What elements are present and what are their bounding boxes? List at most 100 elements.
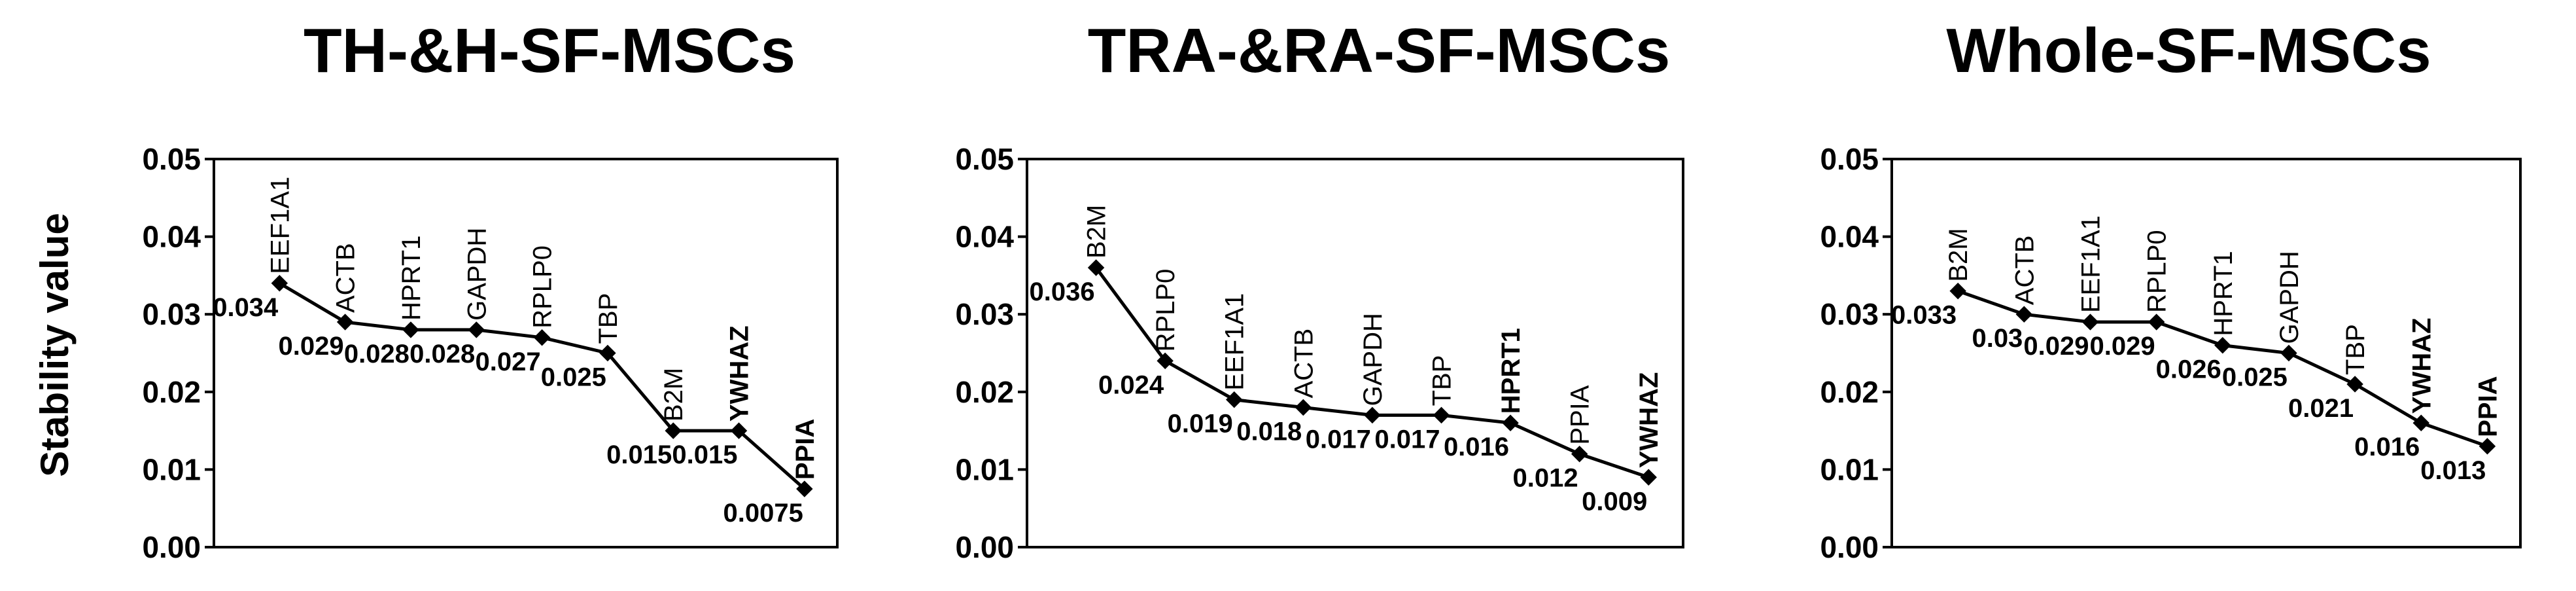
value-label: 0.026 [2156, 355, 2221, 384]
value-label: 0.028 [409, 340, 475, 368]
value-label: 0.034 [213, 293, 279, 322]
category-label: YWHAZ [2407, 318, 2436, 414]
value-label: 0.019 [1168, 410, 1233, 439]
y-tick-label: 0.05 [142, 142, 201, 176]
chart-title: TRA-&RA-SF-MSCs [1088, 16, 1671, 86]
data-point [2081, 313, 2099, 331]
value-label: 0.0075 [723, 499, 803, 528]
value-label: 0.033 [1891, 301, 1957, 330]
y-tick-label: 0.01 [142, 452, 201, 486]
value-label: 0.029 [2090, 332, 2155, 361]
data-point [2412, 414, 2429, 431]
y-tick-label: 0.01 [955, 452, 1014, 486]
y-tick-label: 0.01 [1820, 452, 1879, 486]
category-label: RPLP0 [1151, 269, 1180, 352]
value-label: 0.017 [1374, 425, 1440, 454]
value-label: 0.013 [2420, 456, 2486, 485]
category-label: B2M [1083, 205, 1111, 259]
value-label: 0.028 [344, 340, 409, 368]
value-label: 0.024 [1098, 370, 1164, 399]
y-axis-label: Stability value [33, 213, 77, 476]
category-label: B2M [1944, 228, 1973, 281]
category-label: PPIA [791, 419, 820, 480]
data-point [336, 313, 354, 331]
category-label: ACTB [2010, 236, 2039, 306]
category-label: HPRT1 [2209, 251, 2238, 336]
plot-frame [213, 158, 839, 548]
category-label: TBP [594, 293, 623, 344]
y-tick-label: 0.04 [1820, 220, 1879, 254]
value-label: 0.016 [1444, 433, 1509, 461]
y-tick-label: 0.05 [955, 142, 1014, 176]
category-label: PPIA [1566, 385, 1595, 444]
category-label: YWHAZ [725, 325, 754, 421]
chart-title: Whole-SF-MSCs [1946, 16, 2431, 86]
data-point [2148, 313, 2165, 331]
value-label: 0.017 [1306, 425, 1371, 454]
y-tick-label: 0.02 [955, 375, 1014, 409]
y-tick-label: 0.03 [955, 297, 1014, 331]
data-point [1571, 445, 1588, 463]
chart-title: TH-&H-SF-MSCs [304, 16, 795, 86]
value-label: 0.036 [1029, 278, 1094, 306]
data-point [402, 321, 419, 338]
category-label: HPRT1 [397, 235, 426, 320]
data-point [1949, 282, 1966, 300]
data-point [1640, 469, 1657, 486]
value-label: 0.016 [2354, 433, 2420, 461]
category-label: RPLP0 [529, 245, 557, 329]
category-label: EEF1A1 [1221, 293, 1249, 391]
y-tick-label: 0.02 [1820, 375, 1879, 409]
data-point [271, 275, 288, 292]
category-label: YWHAZ [1635, 372, 1663, 469]
data-point [2479, 438, 2496, 455]
category-label: GAPDH [2275, 251, 2304, 344]
category-label: EEF1A1 [2076, 215, 2105, 313]
data-point [533, 329, 551, 346]
data-point [1433, 406, 1450, 424]
value-label: 0.025 [541, 363, 606, 392]
y-tick-label: 0.03 [142, 297, 201, 331]
y-tick-label: 0.00 [142, 530, 201, 564]
value-label: 0.018 [1236, 418, 1302, 446]
category-label: RPLP0 [2143, 230, 2172, 313]
value-label: 0.015 [672, 440, 737, 469]
data-point [1295, 399, 1312, 416]
data-point [468, 321, 485, 338]
value-label: 0.021 [2288, 394, 2354, 423]
data-point [665, 422, 682, 439]
data-point [2015, 306, 2033, 323]
y-tick-label: 0.05 [1820, 142, 1879, 176]
data-point [2214, 336, 2231, 354]
data-point [1364, 406, 1381, 424]
plot-frame [1890, 158, 2522, 548]
category-label: GAPDH [462, 228, 491, 321]
category-label: TBP [2341, 324, 2370, 375]
category-label: TBP [1427, 355, 1456, 406]
category-label: ACTB [332, 243, 360, 313]
data-point [2346, 376, 2363, 393]
value-label: 0.015 [606, 440, 672, 469]
category-label: ACTB [1289, 329, 1318, 399]
data-point [1502, 414, 1519, 431]
data-point [1226, 391, 1243, 408]
data-point [599, 344, 616, 362]
value-label: 0.012 [1513, 464, 1578, 493]
plot-frame [1026, 158, 1684, 548]
y-tick-label: 0.04 [955, 220, 1014, 254]
y-tick-label: 0.04 [142, 220, 201, 254]
category-label: PPIA [2473, 376, 2502, 437]
value-label: 0.029 [279, 332, 344, 361]
category-label: EEF1A1 [266, 177, 294, 274]
data-point [2280, 344, 2297, 362]
value-label: 0.03 [1972, 324, 2023, 353]
category-label: GAPDH [1359, 313, 1387, 406]
value-label: 0.027 [475, 348, 540, 376]
y-tick-label: 0.02 [142, 375, 201, 409]
y-tick-label: 0.03 [1820, 297, 1879, 331]
value-label: 0.029 [2023, 332, 2089, 361]
y-tick-label: 0.00 [1820, 530, 1879, 564]
value-label: 0.009 [1582, 487, 1647, 516]
category-label: B2M [659, 368, 688, 421]
